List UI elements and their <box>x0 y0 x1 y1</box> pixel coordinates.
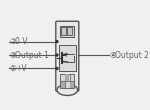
Circle shape <box>56 68 58 69</box>
Bar <box>67 27 72 35</box>
Bar <box>61 82 64 88</box>
Bar <box>58 45 76 71</box>
Bar <box>70 82 74 88</box>
Bar <box>61 27 66 35</box>
Text: +V: +V <box>15 64 27 73</box>
Text: Output 1: Output 1 <box>15 50 49 60</box>
FancyBboxPatch shape <box>60 74 74 88</box>
Text: ②: ② <box>9 37 16 46</box>
FancyBboxPatch shape <box>56 21 79 91</box>
Circle shape <box>56 54 58 56</box>
Text: Output 2: Output 2 <box>115 50 149 60</box>
Bar <box>60 26 74 37</box>
Circle shape <box>56 41 58 42</box>
Text: 0 V: 0 V <box>15 37 27 46</box>
Text: ①: ① <box>9 64 16 73</box>
Text: ④: ④ <box>109 50 116 60</box>
Text: ③: ③ <box>9 50 16 60</box>
Ellipse shape <box>57 84 78 95</box>
Bar <box>65 74 69 81</box>
